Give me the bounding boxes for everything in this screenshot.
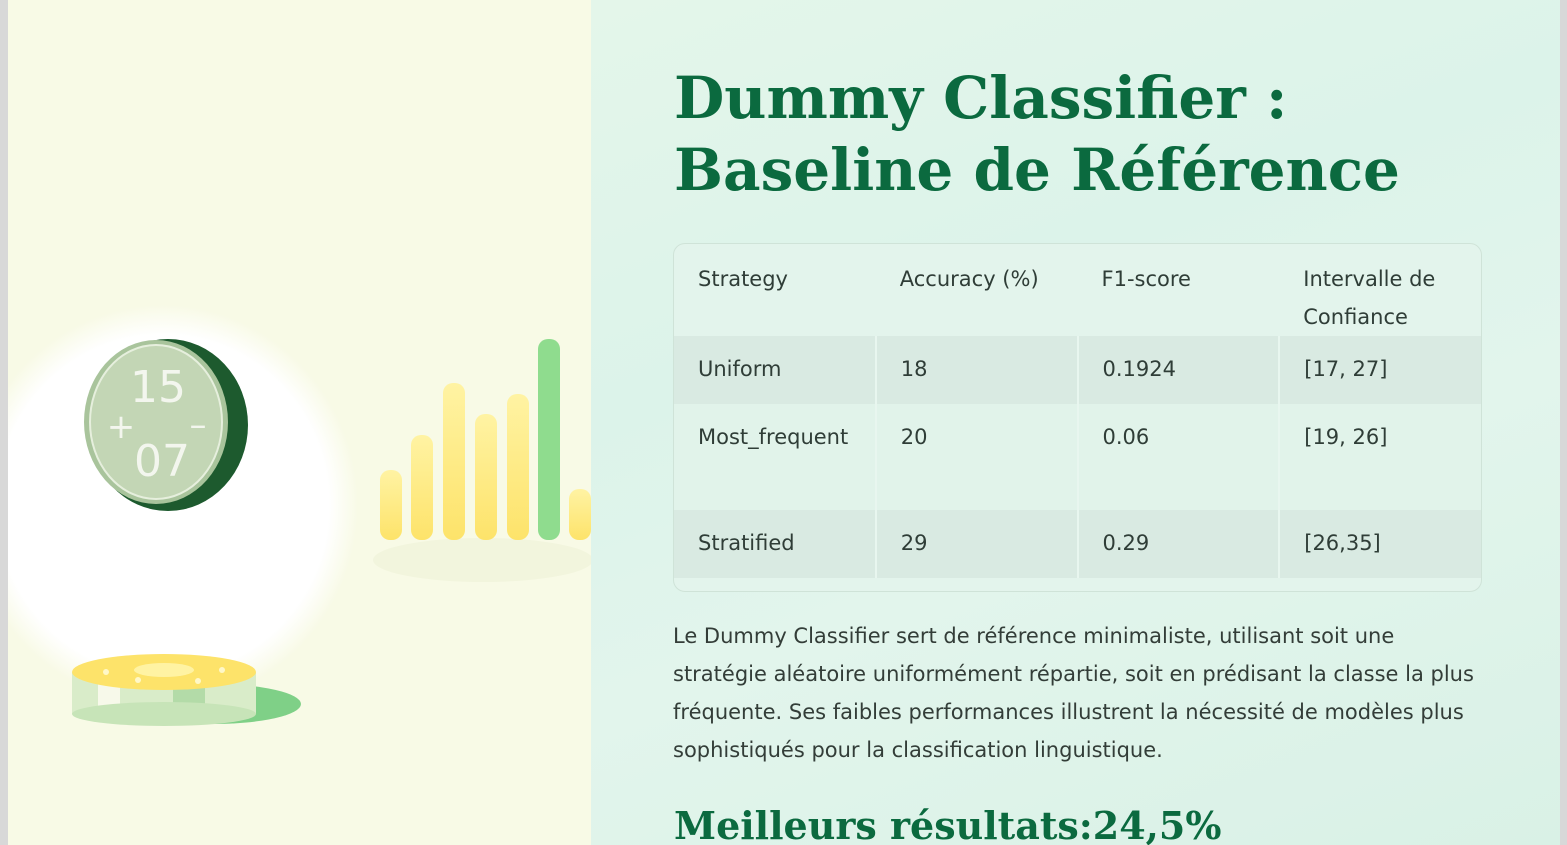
table-row: Most_frequent 20 0.06 [19, 26] bbox=[674, 404, 1481, 510]
bar-graphic-bar-3 bbox=[443, 383, 465, 540]
slide-title: Dummy Classifier : Baseline de Référence bbox=[674, 62, 1514, 206]
header-f1-score: F1-score bbox=[1101, 267, 1191, 291]
bar-graphic-bar-6 bbox=[538, 339, 560, 540]
coin-icon: 15 07 + – bbox=[84, 339, 248, 511]
bar-graphic-bar-7 bbox=[569, 489, 591, 540]
bar-graphic bbox=[373, 339, 591, 582]
table-row: Stratified 29 0.29 [26,35] bbox=[674, 510, 1481, 578]
cell-strategy: Stratified bbox=[674, 510, 876, 578]
coin-plus: + bbox=[107, 407, 136, 447]
cell-strategy: Most_frequent bbox=[674, 404, 876, 510]
cell-f1-score: 0.06 bbox=[1076, 404, 1280, 510]
header-accuracy: Accuracy (%) bbox=[899, 267, 1039, 291]
illustration: 15 07 + – bbox=[8, 305, 591, 726]
cell-f1-score: 0.29 bbox=[1076, 510, 1280, 578]
illustration-panel: 15 07 + – bbox=[8, 0, 591, 845]
coin-minus: – bbox=[190, 405, 207, 445]
header-confidence-interval: Intervalle de Confiance bbox=[1303, 267, 1436, 329]
cell-f1-score: 0.1924 bbox=[1076, 336, 1280, 404]
cell-confidence-interval: [26,35] bbox=[1278, 510, 1481, 578]
chip-stack-icon bbox=[72, 654, 301, 726]
bar-graphic-bar-1 bbox=[380, 470, 402, 540]
results-table: Strategy Accuracy (%) F1-score Intervall… bbox=[673, 243, 1482, 592]
cell-accuracy: 18 bbox=[874, 336, 1078, 404]
description-text: Le Dummy Classifier sert de référence mi… bbox=[673, 624, 1474, 762]
content-panel: Dummy Classifier : Baseline de Référence… bbox=[591, 0, 1560, 845]
cell-confidence-interval: [17, 27] bbox=[1278, 336, 1481, 404]
coin-top-number: 15 bbox=[130, 362, 186, 413]
table-header-row: Strategy Accuracy (%) F1-score Intervall… bbox=[674, 244, 1481, 336]
coin-bottom-number: 07 bbox=[134, 436, 190, 487]
bar-graphic-bar-4 bbox=[475, 414, 497, 540]
bar-graphic-bar-5 bbox=[507, 394, 529, 540]
bar-graphic-bar-2 bbox=[411, 435, 433, 540]
table-row: Uniform 18 0.1924 [17, 27] bbox=[674, 336, 1481, 404]
header-strategy: Strategy bbox=[698, 267, 788, 291]
cell-strategy: Uniform bbox=[674, 336, 876, 404]
cell-confidence-interval: [19, 26] bbox=[1278, 404, 1481, 510]
cell-accuracy: 20 bbox=[874, 404, 1078, 510]
slide-title-line-1: Dummy Classifier : bbox=[674, 64, 1288, 132]
cell-accuracy: 29 bbox=[874, 510, 1078, 578]
slide-title-line-2: Baseline de Référence bbox=[674, 136, 1400, 204]
best-result-heading: Meilleurs résultats:24,5% bbox=[674, 803, 1222, 845]
